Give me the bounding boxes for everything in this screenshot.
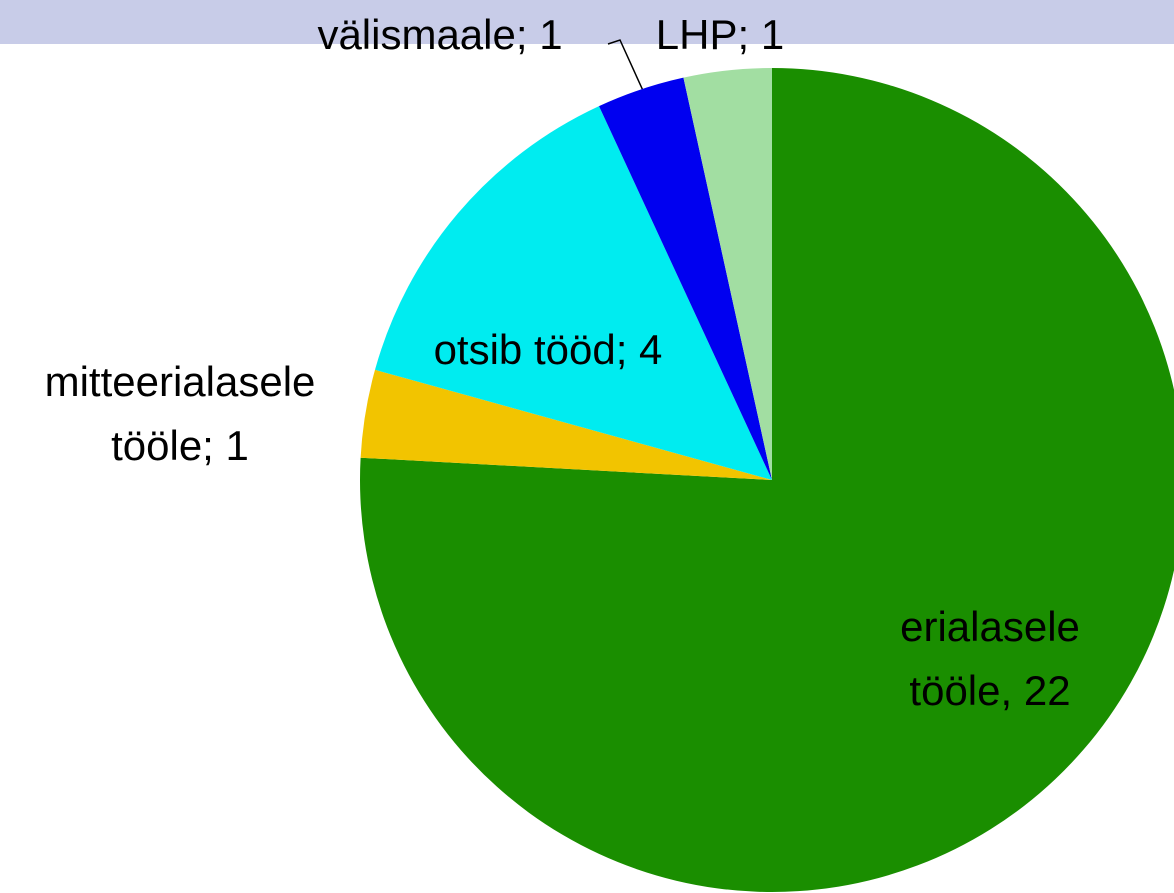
data-label: mitteerialasele tööle; 1 <box>45 358 316 469</box>
header-band <box>0 0 1174 44</box>
data-label-line: LHP; 1 <box>656 11 784 58</box>
data-label-line: mitteerialasele <box>45 358 316 405</box>
data-label-line: tööle; 1 <box>111 422 249 469</box>
pie-slice <box>683 68 772 480</box>
data-label-line: tööle, 22 <box>909 667 1070 714</box>
data-label: välismaale; 1 <box>317 11 562 58</box>
pie-slice <box>360 68 1174 892</box>
leader-line <box>607 39 646 96</box>
pie-slice <box>599 77 772 481</box>
data-label: LHP; 1 <box>656 11 784 58</box>
data-label-line: välismaale; 1 <box>317 11 562 58</box>
data-label: otsib tööd; 4 <box>434 326 663 373</box>
pie-slice <box>375 106 772 481</box>
data-label-line: otsib tööd; 4 <box>434 326 663 373</box>
data-label-line: erialasele <box>900 603 1080 650</box>
data-label: erialasele tööle, 22 <box>900 603 1080 714</box>
pie-slice <box>360 369 772 480</box>
